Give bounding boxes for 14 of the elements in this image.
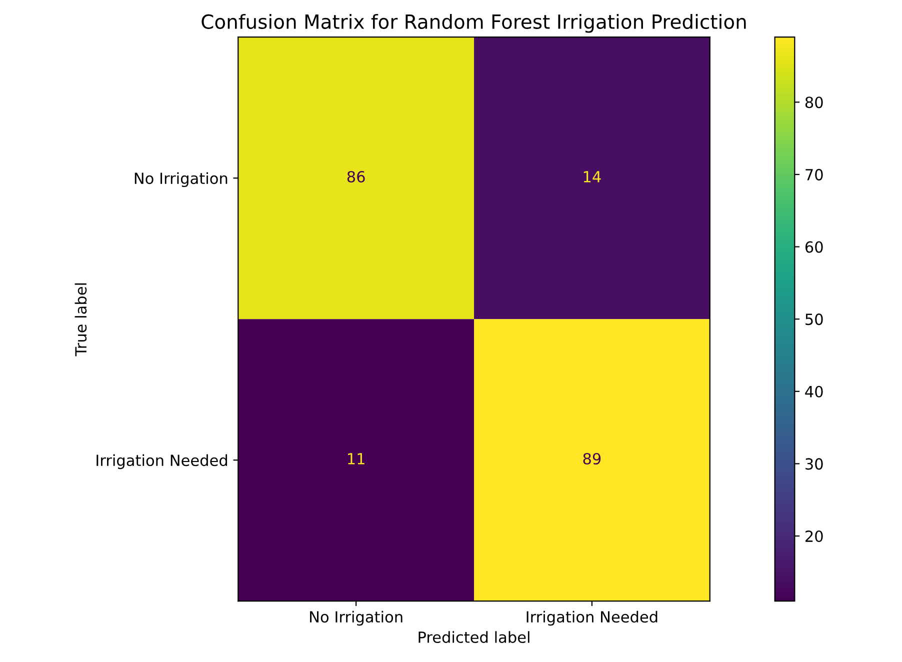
color-bar-label: 80 <box>805 96 823 108</box>
color-bar-label: 50 <box>806 314 823 326</box>
chart-title: Confusion Matrix for Random Forest Irrigation Prediction <box>202 14 746 33</box>
x-axis-title: Predicted label <box>418 631 530 643</box>
color-bar-label: 70 <box>806 168 823 180</box>
data-label: 14 <box>584 171 601 182</box>
y-axis-title: True label <box>74 283 87 356</box>
data-label: 89 <box>583 452 601 465</box>
color-bar-label: 60 <box>805 241 823 253</box>
color-bar-label: 40 <box>805 386 823 398</box>
data-label: 86 <box>347 170 365 183</box>
color-bar-label: 30 <box>806 458 823 470</box>
data-label: 11 <box>348 453 364 464</box>
color-bar-label: 20 <box>806 530 823 542</box>
